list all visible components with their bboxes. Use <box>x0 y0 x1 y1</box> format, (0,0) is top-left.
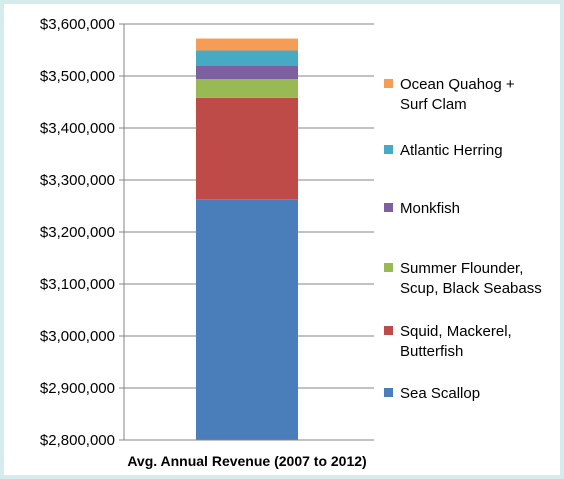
bar-segment-squid-mackerel-butterfish <box>196 97 298 200</box>
y-tick-label: $3,400,000 <box>40 120 115 137</box>
stacked-bar <box>196 38 298 440</box>
legend-item: Summer Flounder, Scup, Black Seabass <box>384 260 542 297</box>
y-tick-label: $2,800,000 <box>40 432 115 449</box>
legend-swatch <box>384 145 393 154</box>
legend-label: Squid, Mackerel, <box>400 323 512 340</box>
y-tick-label: $3,200,000 <box>40 224 115 241</box>
y-tick-label: $3,500,000 <box>40 68 115 85</box>
legend-swatch <box>384 263 393 272</box>
legend-label: Monkfish <box>400 200 460 217</box>
legend-swatch <box>384 326 393 335</box>
y-tick-label: $3,300,000 <box>40 172 115 189</box>
legend-item: Sea Scallop <box>384 385 480 402</box>
y-tick-label: $2,900,000 <box>40 380 115 397</box>
x-axis-title: Avg. Annual Revenue (2007 to 2012) <box>127 453 366 469</box>
legend-item: Ocean Quahog + Surf Clam <box>384 76 515 113</box>
bar-segment-sea-scallop <box>196 199 298 440</box>
y-axis-tick-labels: $2,800,000 $2,900,000 $3,000,000 $3,100,000… <box>40 16 124 449</box>
legend-label: Sea Scallop <box>400 385 480 402</box>
stacked-bar-chart: $2,800,000 $2,900,000 $3,000,000 $3,100,000… <box>40 16 542 469</box>
legend-item: Monkfish <box>384 200 460 217</box>
legend-label: Summer Flounder, <box>400 260 523 277</box>
legend-item: Atlantic Herring <box>384 142 503 159</box>
legend-label: Scup, Black Seabass <box>400 280 542 297</box>
y-tick-label: $3,600,000 <box>40 16 115 33</box>
legend: Ocean Quahog + Surf Clam Atlantic Herring M… <box>384 76 542 402</box>
bar-segment-atlantic-herring <box>196 50 298 66</box>
legend-label: Butterfish <box>400 343 463 360</box>
legend-label: Atlantic Herring <box>400 142 503 159</box>
legend-swatch <box>384 388 393 397</box>
bar-segment-summer-flounder-scup-black-seabass <box>196 79 298 98</box>
legend-label: Surf Clam <box>400 96 467 113</box>
bar-segment-monkfish <box>196 65 298 80</box>
y-tick-label: $3,000,000 <box>40 328 115 345</box>
legend-swatch <box>384 79 393 88</box>
legend-swatch <box>384 203 393 212</box>
chart-frame: $2,800,000 $2,900,000 $3,000,000 $3,100,000… <box>4 4 560 475</box>
legend-label: Ocean Quahog + <box>400 76 515 93</box>
y-tick-label: $3,100,000 <box>40 276 115 293</box>
legend-item: Squid, Mackerel, Butterfish <box>384 323 512 360</box>
bar-segment-ocean-quahog-surf-clam <box>196 38 298 51</box>
